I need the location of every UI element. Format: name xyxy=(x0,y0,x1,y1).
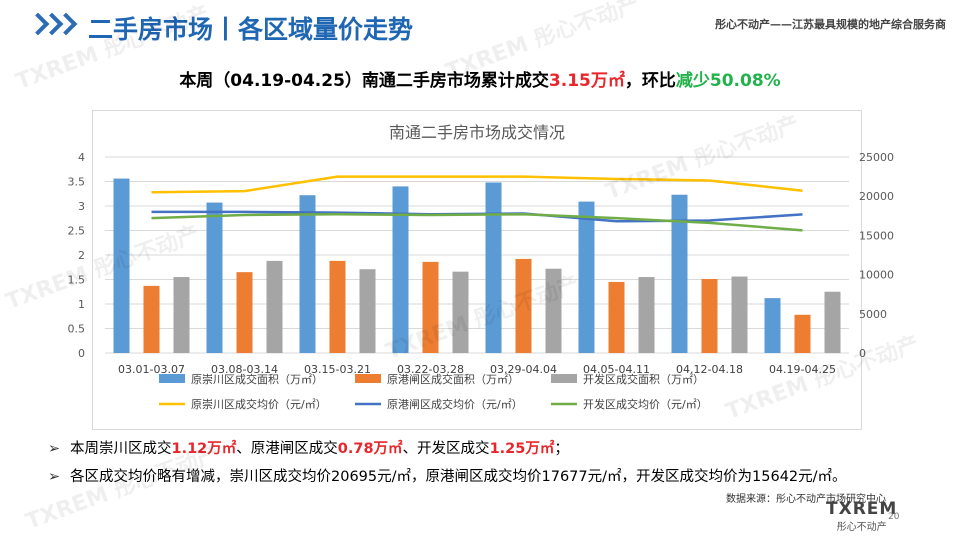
bullet-1-part-3: 0.78万㎡ xyxy=(337,441,403,457)
bar xyxy=(671,194,688,353)
bullet-1-part-6: ； xyxy=(554,441,569,457)
bar xyxy=(266,260,283,353)
legend-label: 开发区成交均价（元/㎡） xyxy=(583,397,708,411)
bar xyxy=(824,291,841,353)
company-tagline: 彤心不动产——江苏最具规模的地产综合服务商 xyxy=(715,18,946,31)
bar xyxy=(608,281,625,353)
headline-volume: 3.15万㎡ xyxy=(548,71,625,91)
bar xyxy=(329,260,346,353)
weekly-headline: 本周（04.19-04.25）南通二手房市场累计成交3.15万㎡，环比减少50.… xyxy=(0,66,960,91)
bar xyxy=(299,195,316,353)
bar xyxy=(422,261,439,353)
bullet-arrow-icon: ➢ xyxy=(48,441,61,457)
x-tick-label: 04.05-04.11 xyxy=(583,363,650,376)
bullet-1-part-2: 、原港闸区成交 xyxy=(236,441,338,457)
y-right-tick-label: 25000 xyxy=(859,151,894,164)
bar xyxy=(452,271,469,353)
y-left-tick-label: 4 xyxy=(78,151,85,164)
y-right-tick-label: 20000 xyxy=(859,190,894,203)
bullet-arrow-icon: ➢ xyxy=(48,469,61,485)
chart-svg: 南通二手房市场成交情况 0 0.5 1 1.5 2 2.5 3 3.5 4 0 5000 10000 15… xyxy=(68,123,895,411)
y-right-tick-label: 10000 xyxy=(859,269,894,282)
page-number: 20 xyxy=(888,512,900,522)
x-tick-label: 04.12-04.18 xyxy=(676,363,743,376)
y-left-tick-label: 0.5 xyxy=(68,323,86,336)
legend-swatch xyxy=(355,374,381,383)
bullet-1: ➢ 本周崇川区成交1.12万㎡、原港闸区成交0.78万㎡、开发区成交1.25万㎡； xyxy=(48,437,569,458)
bullet-1-part-4: 、开发区成交 xyxy=(402,441,490,457)
y-left-tick-label: 3 xyxy=(78,200,85,213)
bar xyxy=(392,186,409,353)
bar xyxy=(359,269,376,353)
legend-label: 原崇川区成交面积（万㎡） xyxy=(191,372,323,386)
brand-logo: TXREM 彤心不动产 xyxy=(826,500,897,533)
legend-label: 原崇川区成交均价（元/㎡） xyxy=(191,397,327,411)
series-line xyxy=(151,212,803,232)
headline-prefix: 本周（04.19-04.25）南通二手房市场累计成交 xyxy=(179,71,549,91)
y-left-tick-label: 1 xyxy=(78,298,85,311)
legend-label: 原港闸区成交面积（万㎡） xyxy=(387,372,519,386)
bar xyxy=(173,277,190,353)
bullet-1-part-0: 本周崇川区成交 xyxy=(70,441,172,457)
bar xyxy=(236,272,253,353)
brand-name: TXREM xyxy=(826,499,898,519)
bar xyxy=(515,258,532,353)
bullet-2: ➢ 各区成交均价略有增减，崇川区成交均价20695元/㎡，原港闸区成交均价1767… xyxy=(48,465,847,486)
bar xyxy=(485,182,502,353)
y-left-tick-label: 3.5 xyxy=(68,176,86,189)
chart-title: 南通二手房市场成交情况 xyxy=(389,123,565,142)
headline-mid: ，环比 xyxy=(624,71,676,91)
bar xyxy=(794,314,811,353)
y-left-tick-label: 2.5 xyxy=(68,225,86,238)
bullet-1-part-1: 1.12万㎡ xyxy=(171,441,237,457)
bar xyxy=(731,276,748,353)
series-line xyxy=(151,175,803,194)
headline-change: 减少50.08% xyxy=(675,71,781,91)
series-line xyxy=(151,210,803,223)
y-right-tick-label: 0 xyxy=(859,347,866,360)
bar xyxy=(764,298,781,353)
bullet-1-part-5: 1.25万㎡ xyxy=(489,441,555,457)
y-right-tick-label: 15000 xyxy=(859,229,894,242)
x-tick-label: 04.19-04.25 xyxy=(769,363,836,376)
bar xyxy=(545,268,562,353)
legend-swatch xyxy=(551,374,577,383)
x-tick-label: 03.15-03.21 xyxy=(304,363,371,376)
data-source: 数据来源：彤心不动产市场研究中心 xyxy=(726,494,886,505)
y-left-tick-label: 2 xyxy=(78,249,85,262)
legend-swatch xyxy=(159,374,185,383)
x-tick-label: 03.22-03.28 xyxy=(397,363,464,376)
brand-name-cn: 彤心不动产 xyxy=(836,522,887,533)
x-tick-label: 03.01-03.07 xyxy=(118,363,185,376)
chart-container: 南通二手房市场成交情况 0 0.5 1 1.5 2 2.5 3 3.5 4 0 5000 10000 15… xyxy=(68,110,895,430)
y-left-tick-label: 0 xyxy=(78,347,85,360)
y-right-tick-label: 5000 xyxy=(859,308,887,321)
y-left-tick-label: 1.5 xyxy=(68,274,86,287)
x-tick-label: 03.29-04.04 xyxy=(490,363,557,376)
bar xyxy=(701,279,718,353)
bar xyxy=(143,285,160,353)
x-tick-label: 03.08-03.14 xyxy=(211,363,278,376)
bullet-2-text: 各区成交均价略有增减，崇川区成交均价20695元/㎡，原港闸区成交均价17677… xyxy=(70,469,847,485)
bar xyxy=(578,201,595,353)
legend-label: 原港闸区成交均价（元/㎡） xyxy=(387,397,523,411)
legend-label: 开发区成交面积（万㎡） xyxy=(583,372,704,386)
bar xyxy=(638,277,655,353)
bar xyxy=(206,202,223,353)
bar xyxy=(113,178,130,353)
page-title: 二手房市场丨各区域量价走势 xyxy=(88,15,414,44)
